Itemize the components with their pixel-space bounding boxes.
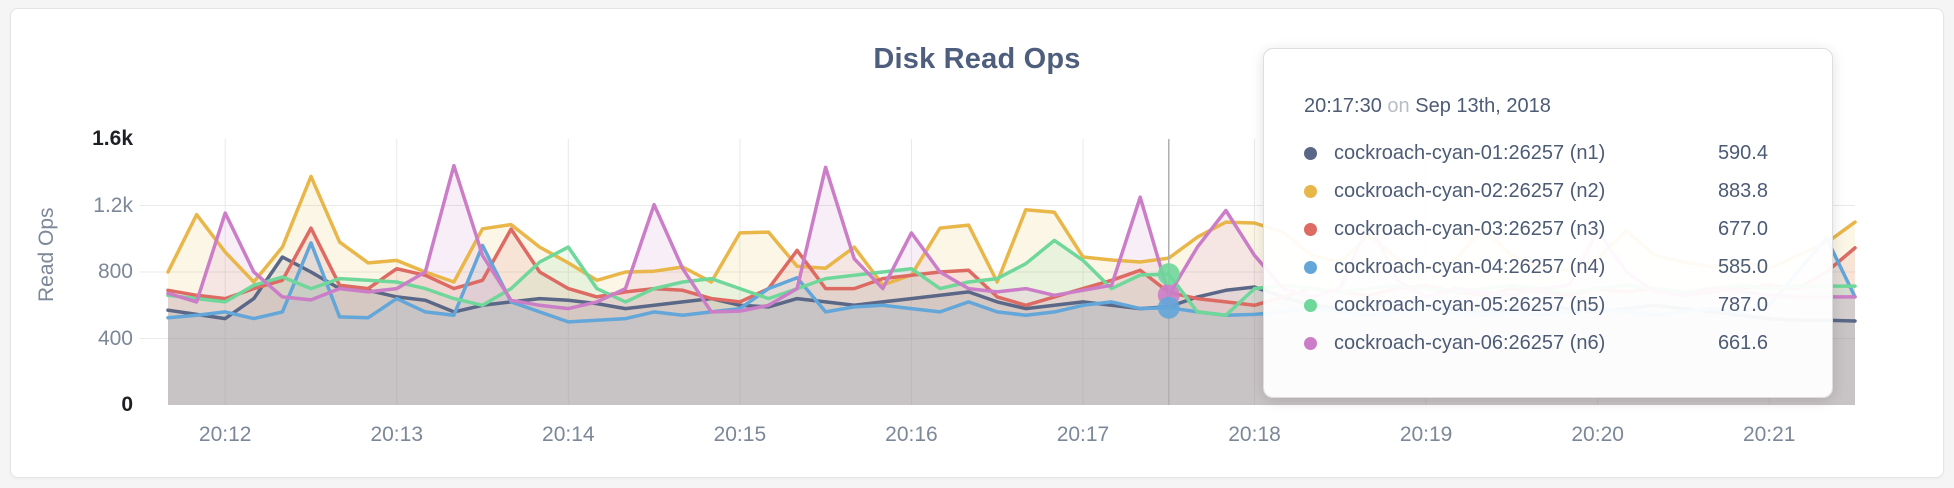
tooltip-time: 20:17:30 (1304, 95, 1382, 117)
x-tick-label: 20:21 (1742, 423, 1796, 446)
hover-dot-n4 (1157, 296, 1180, 319)
tooltip-series-row: cockroach-cyan-04:26257 (n4) 585.0 (1304, 248, 1768, 286)
x-tick-label: 20:20 (1571, 423, 1624, 446)
y-tick-label: 800 (97, 260, 133, 283)
x-tick-label: 20:16 (885, 423, 938, 446)
series-name: cockroach-cyan-03:26257 (n3) (1334, 217, 1606, 240)
series-name: cockroach-cyan-05:26257 (n5) (1334, 293, 1606, 316)
hover-tooltip: 20:17:30 on Sep 13th, 2018 cockroach-cya… (1263, 48, 1833, 398)
series-value: 883.8 (1717, 179, 1768, 202)
series-value: 787.0 (1717, 293, 1768, 316)
y-tick-label: 400 (97, 326, 133, 350)
series-value: 585.0 (1717, 255, 1768, 278)
tooltip-series-row: cockroach-cyan-05:26257 (n5) 787.0 (1304, 286, 1768, 324)
tooltip-header: 20:17:30 on Sep 13th, 2018 (1304, 95, 1768, 118)
tooltip-date: Sep 13th, 2018 (1415, 95, 1551, 117)
hover-dot-n5 (1157, 263, 1180, 286)
tooltip-series-list: cockroach-cyan-01:26257 (n1) 590.4 cockroa… (1304, 134, 1768, 362)
series-color-dot-icon (1304, 184, 1317, 198)
series-name: cockroach-cyan-06:26257 (n6) (1334, 331, 1606, 354)
tooltip-series-row: cockroach-cyan-03:26257 (n3) 677.0 (1304, 210, 1768, 248)
series-name: cockroach-cyan-01:26257 (n1) (1334, 141, 1606, 164)
tooltip-series-row: cockroach-cyan-01:26257 (n1) 590.4 (1304, 134, 1768, 172)
y-tick-label: 0 (121, 393, 133, 416)
series-value: 590.4 (1717, 141, 1768, 164)
y-tick-label: 1.6k (92, 127, 133, 150)
x-tick-label: 20:15 (713, 423, 767, 446)
y-tick-label: 1.2k (93, 193, 133, 217)
x-tick-label: 20:17 (1056, 423, 1110, 446)
series-name: cockroach-cyan-02:26257 (n2) (1334, 179, 1606, 202)
x-tick-label: 20:18 (1228, 423, 1281, 446)
series-color-dot-icon (1304, 336, 1317, 350)
series-color-dot-icon (1304, 146, 1317, 160)
x-tick-label: 20:12 (198, 423, 252, 446)
x-tick-label: 20:13 (370, 423, 424, 446)
series-value: 677.0 (1717, 217, 1768, 240)
x-tick-label: 20:19 (1399, 423, 1453, 446)
tooltip-series-row: cockroach-cyan-06:26257 (n6) 661.6 (1304, 324, 1768, 362)
series-name: cockroach-cyan-04:26257 (n4) (1334, 255, 1606, 278)
tooltip-connector: on (1387, 95, 1410, 117)
series-color-dot-icon (1304, 260, 1317, 274)
series-color-dot-icon (1304, 222, 1317, 236)
tooltip-series-row: cockroach-cyan-02:26257 (n2) 883.8 (1304, 172, 1768, 210)
x-tick-label: 20:14 (542, 423, 595, 446)
series-value: 661.6 (1717, 331, 1768, 354)
chart-title: Disk Read Ops (873, 43, 1081, 75)
series-color-dot-icon (1304, 298, 1317, 312)
